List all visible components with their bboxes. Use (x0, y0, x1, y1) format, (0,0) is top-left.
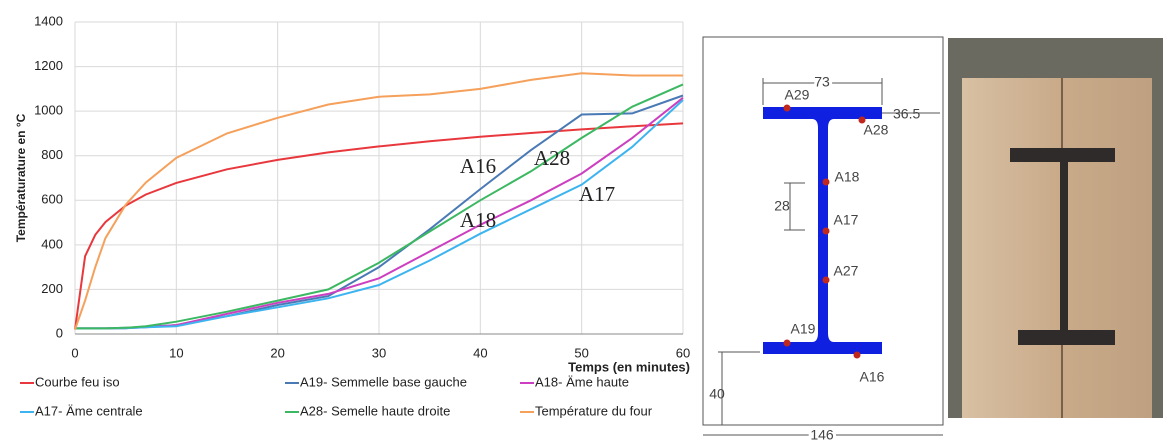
thermocouple-label: A29 (785, 87, 810, 103)
y-tick-label: 600 (41, 192, 63, 207)
steel-section (763, 107, 882, 354)
x-tick-label: 40 (473, 345, 487, 360)
annotation: A18 (460, 208, 496, 232)
x-tick-label: 0 (71, 345, 78, 360)
thermocouple (822, 227, 830, 235)
x-tick-label: 50 (574, 345, 588, 360)
thermocouple (822, 276, 830, 284)
thermocouple-label: A27 (834, 263, 859, 279)
dimension-label: 28 (774, 198, 790, 214)
thermocouple (783, 339, 791, 347)
y-axis-label: Températurature en °C (14, 113, 28, 242)
y-tick-label: 800 (41, 147, 63, 162)
series-line (74, 72, 683, 330)
series-line (75, 83, 684, 330)
dimension-label: 36.5 (893, 106, 920, 122)
thermocouple (822, 178, 830, 186)
thermocouple-label: A19 (791, 321, 816, 337)
thermocouple-label: A28 (864, 122, 889, 138)
legend-label: Courbe feu iso (35, 374, 120, 389)
legend-label: A18- Äme haute (535, 374, 629, 389)
thermocouple-label: A16 (860, 369, 885, 385)
photo (948, 38, 1163, 418)
thermocouple-label: A17 (834, 212, 859, 228)
annotation: A17 (579, 182, 615, 206)
y-tick-label: 400 (41, 236, 63, 251)
y-tick-label: 0 (56, 325, 63, 340)
x-tick-label: 10 (169, 345, 183, 360)
dimension-label: 73 (814, 74, 830, 90)
dimension-label: 40 (709, 386, 725, 402)
legend-label: A17- Äme centrale (35, 403, 143, 418)
annotation: A28 (534, 146, 570, 170)
annotation: A16 (460, 154, 496, 178)
series-line (74, 122, 684, 330)
x-tick-label: 20 (270, 345, 284, 360)
x-axis-label: Temps (en minutes) (568, 359, 690, 374)
y-tick-label: 1200 (34, 58, 63, 73)
y-tick-label: 200 (41, 281, 63, 296)
legend-label: Température du four (535, 403, 653, 418)
y-tick-label: 1400 (34, 13, 63, 28)
legend-label: A28- Semelle haute droite (300, 403, 450, 418)
thermocouple (853, 351, 861, 359)
x-tick-label: 60 (676, 345, 690, 360)
diagram-frame (702, 36, 944, 426)
thermocouple (858, 116, 866, 124)
y-tick-label: 1000 (34, 103, 63, 118)
x-tick-label: 30 (372, 345, 386, 360)
dimension-label: 146 (810, 427, 834, 443)
legend-label: A19- Semmelle base gauche (300, 374, 467, 389)
thermocouple-label: A18 (835, 169, 860, 185)
dimension-lines (703, 78, 943, 436)
thermocouple (783, 104, 791, 112)
